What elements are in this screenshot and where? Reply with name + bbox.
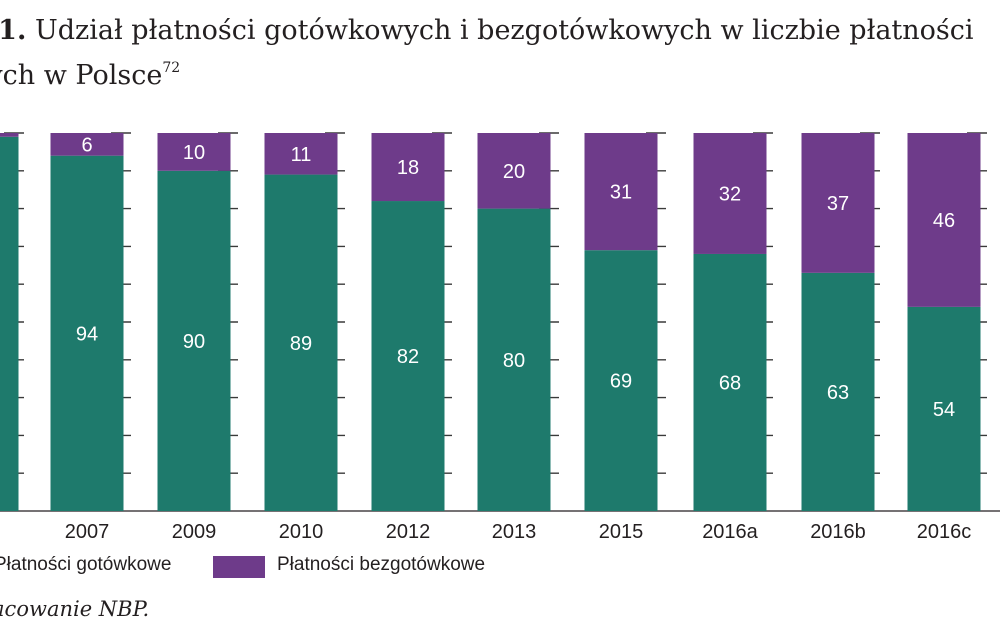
data-label-cash: 63 [827,382,849,404]
data-label-cash: 80 [503,350,525,372]
bar-cash [157,170,231,512]
bar-cash [371,201,445,512]
legend-swatch-noncash [213,556,265,578]
data-labels: 94 6 90 10 89 11 82 18 80 20 69 31 68 32 63 37 54 46 [76,134,955,421]
x-tick-label: 2013 [492,521,537,543]
bar-cash [801,272,875,511]
data-label-cash: 68 [719,372,741,394]
data-label-noncash: 10 [183,142,205,164]
data-label-noncash: 6 [81,134,92,156]
data-label-noncash: 18 [397,157,419,179]
data-label-cash: 82 [397,346,419,368]
source-note: racowanie NBP. [0,597,150,621]
footnote-ref: 72 [162,60,181,76]
data-label-noncash: 20 [503,161,525,183]
bars [0,133,981,512]
bar-cash [584,250,658,511]
x-tick-label: 2016b [810,521,866,543]
bar-noncash [801,133,875,273]
bar-noncash [907,133,981,307]
bar-cash [264,174,338,511]
data-label-cash: 90 [183,331,205,353]
x-tick-label: 2016c [917,521,972,543]
bar-noncash [264,133,338,175]
chart-title-line2: nych w Polsce [0,60,163,91]
x-axis-ticks: 2007 2009 2010 2012 2013 2015 2016a 2016b 2016c [65,521,972,543]
bar-cash [693,253,767,511]
bar-cash [477,208,551,511]
bar-noncash [157,133,231,171]
data-label-cash: 54 [933,399,955,421]
x-tick-label: 2012 [386,521,431,543]
data-label-noncash: 31 [610,182,632,204]
data-label-noncash: 37 [827,193,849,215]
data-label-cash: 89 [290,333,312,355]
bar-noncash [584,133,658,251]
legend-label-cash: Płatności gotówkowe [0,554,172,575]
x-tick-label: 2009 [172,521,217,543]
bar-noncash [50,133,124,156]
bar-noncash [477,133,551,209]
chart-title-line1: Udział płatności gotówkowych i bezgotówk… [34,15,974,46]
bar-noncash [693,133,767,254]
chart-number: 3.1. [0,15,27,46]
x-tick-label: 2015 [599,521,644,543]
data-label-noncash: 11 [291,144,312,166]
data-label-cash: 69 [610,371,632,393]
chart-title: 3.1. Udział płatności gotówkowych i bezg… [0,8,974,98]
data-label-noncash: 32 [719,183,741,205]
bar-cash [0,136,19,511]
x-tick-label: 2010 [279,521,324,543]
bar-cash [50,155,124,511]
legend-label-noncash: Płatności bezgotówkowe [277,554,486,575]
bar-noncash [371,133,445,202]
data-label-cash: 94 [76,323,98,345]
bar-noncash [0,133,19,137]
x-tick-label: 2016a [702,521,758,543]
data-label-noncash: 46 [933,210,955,232]
x-tick-label: 2007 [65,521,110,543]
bar-cash [907,306,981,511]
